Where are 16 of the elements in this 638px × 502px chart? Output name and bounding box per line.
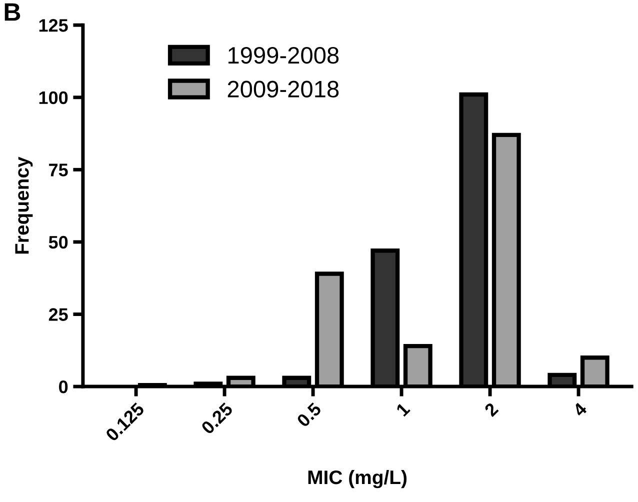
x-tick-label: 2 bbox=[484, 402, 499, 418]
legend-label: 1999-2008 bbox=[228, 46, 339, 64]
x-axis-title: MIC (mg/L) bbox=[308, 470, 407, 488]
text: B bbox=[4, 3, 20, 21]
y-tick-label: 50 bbox=[48, 236, 68, 249]
x-tick-label: 0.5 bbox=[296, 402, 322, 428]
y-tick-label: 75 bbox=[49, 164, 68, 176]
y-tick-label: 100 bbox=[39, 91, 68, 104]
x-tick-label: 0.25 bbox=[200, 402, 234, 435]
legend-label: 2009-2018 bbox=[228, 80, 339, 98]
y-tick-label: 25 bbox=[48, 308, 68, 321]
x-tick-label: 4 bbox=[572, 402, 588, 418]
y-axis-title: Frequency bbox=[15, 156, 33, 254]
y-tick-label: 125 bbox=[39, 19, 68, 32]
y-tick-label: 0 bbox=[59, 380, 68, 394]
x-tick-label: 1 bbox=[396, 402, 410, 417]
